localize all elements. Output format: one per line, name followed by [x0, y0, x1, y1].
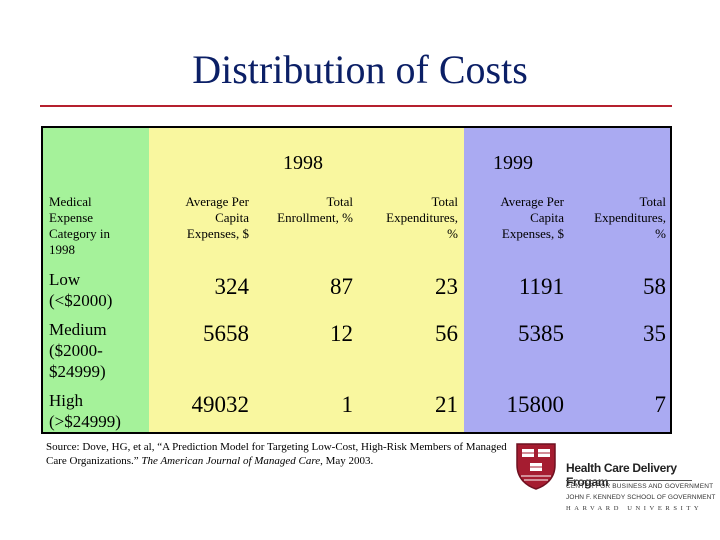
cell-low-exp-1999: 58 [643, 274, 666, 299]
cell-medium-exp-1999: 35 [643, 321, 666, 346]
journal-title: The American Journal of Managed Care [141, 455, 321, 467]
cell-high-avg-1998: 49032 [191, 392, 250, 417]
harvard-shield-icon [516, 443, 556, 490]
cell-high-exp-1998: 21 [435, 392, 458, 417]
cell-low-exp-1998: 23 [435, 274, 458, 299]
row-label-medium: Medium ($2000- $24999) [49, 320, 107, 381]
cell-medium-avg-1998: 5658 [203, 321, 249, 346]
cost-table: 1998 1999 Medical Expense Category in 19… [41, 126, 672, 434]
source-citation: Source: Dove, HG, et al, “A Prediction M… [46, 441, 507, 467]
cell-low-avg-1999: 1191 [518, 274, 564, 299]
row-label-high: High (>$24999) [49, 391, 121, 431]
header-exp-1999: Total Expenditures, % [594, 194, 666, 241]
cell-low-avg-1998: 324 [214, 274, 250, 299]
header-enroll-1998: Total Enrollment, % [277, 194, 353, 225]
row-label-low: Low (<$2000) [49, 270, 113, 310]
slide-title: Distribution of Costs [192, 47, 528, 92]
logo-university-name: HARVARD UNIVERSITY [566, 505, 703, 512]
cell-medium-avg-1999: 5385 [518, 321, 564, 346]
header-exp-1998: Total Expenditures, % [386, 194, 458, 241]
logo-school-name: JOHN F. KENNEDY SCHOOL OF GOVERNMENT [566, 494, 716, 501]
cell-medium-exp-1998: 56 [435, 321, 458, 346]
logo-center-name: CENTER FOR BUSINESS AND GOVERNMENT [566, 483, 714, 490]
year-1998-header: 1998 [283, 152, 323, 174]
band-1998 [149, 128, 464, 432]
band-category [43, 128, 149, 432]
cell-medium-enroll-1998: 12 [330, 321, 353, 346]
header-avg-1999: Average Per Capita Expenses, $ [500, 194, 564, 241]
title-underline [40, 105, 672, 107]
band-1999 [464, 128, 670, 432]
cell-high-avg-1999: 15800 [506, 392, 565, 417]
logo-program-name: Health Care Delivery Frogam [566, 461, 677, 489]
cell-low-enroll-1998: 87 [330, 274, 353, 299]
logo-divider [566, 480, 692, 481]
cell-high-enroll-1998: 1 [341, 392, 354, 417]
header-avg-1998: Average Per Capita Expenses, $ [185, 194, 249, 241]
year-1999-header: 1999 [493, 152, 533, 174]
cell-high-exp-1999: 7 [654, 392, 667, 417]
header-category: Medical Expense Category in 1998 [49, 194, 111, 257]
